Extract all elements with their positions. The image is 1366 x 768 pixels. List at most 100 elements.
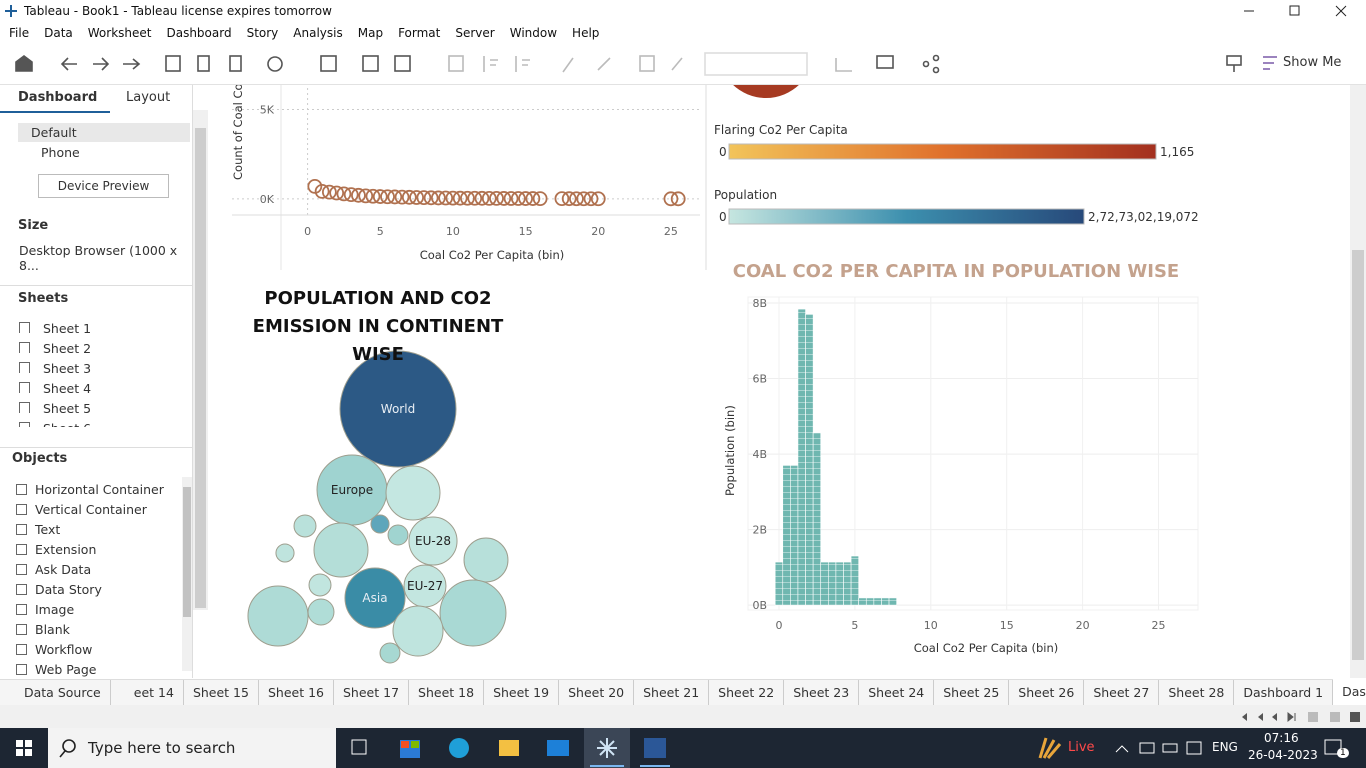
object-row[interactable]: Ask Data [0, 560, 180, 580]
bar [873, 597, 882, 606]
sheet-tab[interactable]: Sheet 19 [484, 680, 560, 706]
object-row[interactable]: Text [0, 520, 180, 540]
scroll-thumb[interactable] [195, 128, 206, 608]
x-tick-label: 5 [377, 225, 384, 238]
sheet-tab[interactable]: Sheet 16 [259, 680, 334, 706]
scroll-thumb[interactable] [1352, 250, 1364, 660]
sheet-name[interactable]: Sheet 3 [43, 361, 92, 376]
point [467, 190, 483, 206]
scrollbar[interactable] [193, 110, 208, 610]
object-name[interactable]: Ask Data [35, 562, 92, 577]
sheet-tab[interactable]: Sheet 15 [184, 680, 259, 706]
object-name[interactable]: Data Story [35, 582, 102, 597]
taskbar-icons[interactable] [0, 728, 1366, 768]
object-row[interactable]: Workflow [0, 640, 180, 660]
object-name[interactable]: Image [35, 602, 75, 617]
sheet-row[interactable]: Sheet 4 [0, 379, 190, 399]
sheet-row[interactable]: Sheet 1 [0, 319, 190, 339]
clock-date[interactable]: 26-04-2023 [1248, 748, 1318, 762]
object-name[interactable]: Horizontal Container [35, 482, 164, 497]
device-option[interactable]: Phone [41, 145, 80, 160]
sheet-tab[interactable]: Sheet 26 [1009, 680, 1085, 706]
sheet-row[interactable]: Sheet 2 [0, 339, 190, 359]
sheet-name[interactable]: Sheet 4 [43, 381, 92, 396]
sheet-tab[interactable]: Data Source [0, 680, 111, 706]
device-preview-button[interactable]: Device Preview [38, 174, 169, 198]
size-dropdown[interactable]: Desktop Browser (1000 x 8... [19, 243, 178, 273]
object-name[interactable]: Web Page [35, 662, 97, 677]
menu-item[interactable]: Story [246, 26, 279, 40]
x-tick-label: 0 [775, 619, 782, 632]
sheet-tab[interactable]: Sheet 22 [709, 680, 785, 706]
sheet-tab[interactable]: Sheet 21 [634, 680, 710, 706]
menu-item[interactable]: Analysis [293, 26, 343, 40]
panel-tab[interactable]: Layout [126, 90, 171, 105]
point [590, 191, 606, 207]
object-row[interactable]: Horizontal Container [0, 480, 180, 500]
menu-item[interactable]: Dashboard [166, 26, 232, 40]
sheet-row[interactable]: Sheet 3 [0, 359, 190, 379]
sheet-tab[interactable]: Sheet 24 [859, 680, 935, 706]
point [481, 190, 497, 206]
menu-item[interactable]: Window [509, 26, 558, 40]
sheet-tab[interactable]: Sheet 20 [559, 680, 635, 706]
point [503, 191, 519, 206]
sheet-tab[interactable]: Sheet 27 [1084, 680, 1160, 706]
scrollbar[interactable] [182, 477, 192, 671]
point [561, 191, 577, 207]
object-row[interactable]: Vertical Container [0, 500, 180, 520]
sheet-tab[interactable]: Sheet 18 [409, 680, 485, 706]
x-tick-label: 0 [304, 225, 311, 238]
sheet-row[interactable]: Sheet 6 [0, 419, 190, 427]
navigation-controls[interactable] [1230, 709, 1366, 725]
object-name[interactable]: Workflow [35, 642, 93, 657]
language-indicator[interactable]: ENG [1212, 740, 1238, 754]
menu-item[interactable]: File [9, 26, 30, 40]
x-tick-label: 5 [851, 619, 858, 632]
sheet-tab[interactable]: Sheet 28 [1159, 680, 1235, 706]
sheet-row[interactable]: Sheet 5 [0, 399, 190, 419]
sheet-tab[interactable]: Sheet 23 [784, 680, 860, 706]
notification-badge[interactable]: 1 [1337, 748, 1349, 758]
sheet-tab[interactable]: Dashboard 3 [1333, 679, 1366, 707]
sheet-tab[interactable]: eet 14 [125, 680, 184, 706]
object-row[interactable]: Data Story [0, 580, 180, 600]
sheet-tab[interactable]: Sheet 25 [934, 680, 1010, 706]
scrollbar[interactable] [1350, 85, 1366, 678]
menu-item[interactable]: Map [357, 26, 384, 40]
object-row[interactable]: Extension [0, 540, 180, 560]
object-name[interactable]: Extension [35, 542, 97, 557]
menu-item[interactable]: Server [455, 26, 495, 40]
status-bar [0, 705, 1366, 728]
sheet-name[interactable]: Sheet 2 [43, 341, 92, 356]
sheet-tab[interactable]: Sheet 17 [334, 680, 410, 706]
menu-item[interactable]: Help [572, 26, 600, 40]
toolbar-icons[interactable] [0, 44, 1366, 84]
point [525, 191, 541, 206]
sheet-name[interactable]: Sheet 6 [43, 421, 91, 427]
menu-item[interactable]: Format [398, 26, 441, 40]
bubble [275, 543, 295, 563]
window-controls[interactable] [1230, 0, 1366, 22]
sheet-name[interactable]: Sheet 5 [43, 401, 92, 416]
sheet-name[interactable]: Sheet 1 [43, 321, 92, 336]
object-row[interactable]: Blank [0, 620, 180, 640]
object-name[interactable]: Blank [35, 622, 70, 637]
object-row[interactable]: Image [0, 600, 180, 620]
point [372, 189, 388, 204]
show-me-button[interactable]: Show Me [1283, 55, 1342, 70]
search-box[interactable]: Type here to search [88, 739, 236, 757]
point [329, 185, 345, 201]
object-name[interactable]: Vertical Container [35, 502, 147, 517]
menu-item[interactable]: Data [44, 26, 73, 40]
object-row[interactable]: Web Page [0, 660, 180, 678]
panel-tab[interactable]: Dashboard [18, 90, 98, 105]
menu-item[interactable]: Worksheet [87, 26, 152, 40]
point [416, 190, 432, 206]
scroll-thumb[interactable] [183, 487, 191, 617]
device-option[interactable]: Default [31, 125, 77, 140]
window-title: Tableau - Book1 - Tableau license expire… [24, 4, 332, 18]
sheet-tab[interactable]: Dashboard 1 [1234, 680, 1334, 706]
clock-time[interactable]: 07:16 [1264, 731, 1299, 745]
object-name[interactable]: Text [35, 522, 61, 537]
